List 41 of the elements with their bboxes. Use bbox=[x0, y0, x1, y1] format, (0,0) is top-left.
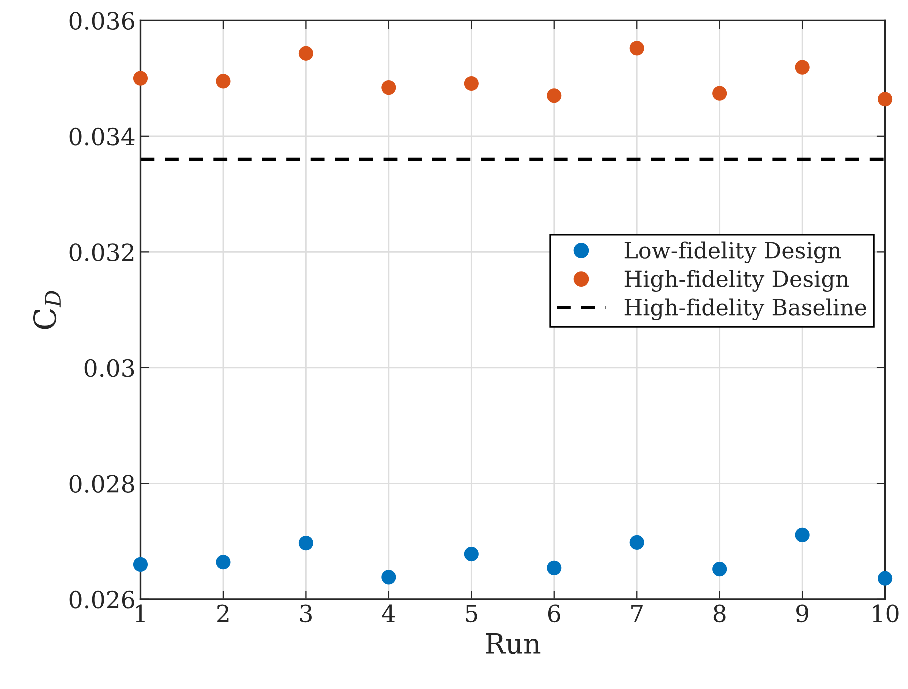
x-tick-label: 8 bbox=[714, 604, 726, 623]
point bbox=[382, 80, 396, 96]
legend-label: High-fidelity Design bbox=[624, 270, 850, 292]
point bbox=[547, 560, 562, 576]
y-tick-label: 0.026 bbox=[70, 590, 134, 609]
point bbox=[795, 60, 810, 75]
point bbox=[630, 535, 644, 550]
x-axis-title: Run bbox=[486, 634, 541, 654]
legend-label: High-fidelity Baseline bbox=[624, 298, 866, 321]
point bbox=[464, 76, 479, 92]
x-tick-label: 4 bbox=[382, 604, 396, 622]
y-tick-label: 0.036 bbox=[70, 12, 134, 30]
point bbox=[298, 46, 314, 61]
point bbox=[382, 570, 396, 585]
point bbox=[298, 536, 314, 551]
point bbox=[464, 547, 479, 562]
x-tick-label: 9 bbox=[796, 604, 808, 623]
point bbox=[547, 88, 562, 104]
x-tick-label: 1 bbox=[136, 604, 145, 622]
point bbox=[712, 86, 728, 101]
point bbox=[133, 557, 148, 572]
x-tick-label: 3 bbox=[300, 604, 312, 623]
x-tick-label: 5 bbox=[466, 605, 478, 623]
point bbox=[133, 71, 148, 86]
y-tick-label: 0.03 bbox=[84, 359, 134, 378]
legend-label: Low-fidelity Design bbox=[624, 242, 842, 264]
point bbox=[712, 562, 728, 577]
x-tick-label: 2 bbox=[218, 604, 229, 622]
point bbox=[216, 74, 231, 89]
point bbox=[630, 41, 644, 56]
y-tick-label: 0.028 bbox=[70, 475, 134, 493]
point bbox=[795, 528, 810, 542]
point bbox=[878, 92, 893, 107]
point bbox=[216, 555, 231, 570]
y-axis-title: C$_{D}$ bbox=[33, 291, 61, 330]
x-tick-label: 6 bbox=[548, 604, 560, 623]
y-tick-label: 0.034 bbox=[70, 128, 135, 146]
y-tick-label: 0.032 bbox=[70, 244, 134, 262]
x-tick-label: 10 bbox=[873, 604, 899, 623]
x-tick-label: 7 bbox=[632, 605, 643, 622]
point bbox=[878, 571, 893, 586]
